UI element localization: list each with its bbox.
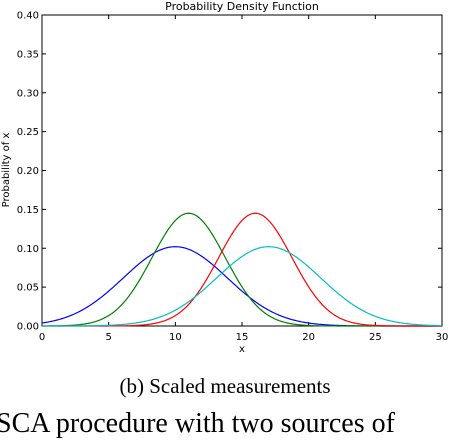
y-tick-label: 0.05 bbox=[17, 283, 39, 294]
figure-caption: (b) Scaled measurements bbox=[119, 374, 331, 398]
x-tick-label: 0 bbox=[39, 332, 45, 343]
x-tick-label: 25 bbox=[369, 332, 382, 343]
x-axis-label: x bbox=[239, 344, 245, 355]
series-line-3 bbox=[42, 212, 442, 327]
series-line-2 bbox=[42, 212, 442, 327]
body-text-fragment: SCA procedure with two sources of bbox=[0, 408, 395, 439]
y-tick-label: 0.25 bbox=[17, 127, 39, 138]
y-tick-label: 0.30 bbox=[17, 88, 39, 99]
x-tick-label: 5 bbox=[105, 332, 111, 343]
y-axis-label: Probability of x bbox=[1, 133, 12, 208]
y-tick-label: 0.20 bbox=[17, 166, 39, 177]
y-tick-label: 0.00 bbox=[17, 322, 39, 333]
y-tick-label: 0.15 bbox=[17, 205, 39, 216]
x-tick-label: 20 bbox=[302, 332, 315, 343]
y-tick-label: 0.10 bbox=[17, 244, 39, 255]
x-tick-label: 15 bbox=[236, 332, 249, 343]
chart-title: Probability Density Function bbox=[165, 0, 319, 13]
y-tick-label: 0.40 bbox=[17, 11, 39, 22]
series-line-4 bbox=[42, 246, 443, 327]
x-tick-label: 30 bbox=[436, 332, 449, 343]
plot-frame bbox=[41, 14, 443, 327]
x-tick-label: 10 bbox=[169, 332, 182, 343]
plot-area: 0 5 10 15 20 25 30 0.00 0.05 0.10 0.15 0.20 0.25 0.30… bbox=[17, 11, 449, 344]
y-tick-label: 0.35 bbox=[17, 49, 39, 60]
pdf-chart: Probability Density Function 0 5 10 15 20 25 3… bbox=[1, 0, 449, 355]
